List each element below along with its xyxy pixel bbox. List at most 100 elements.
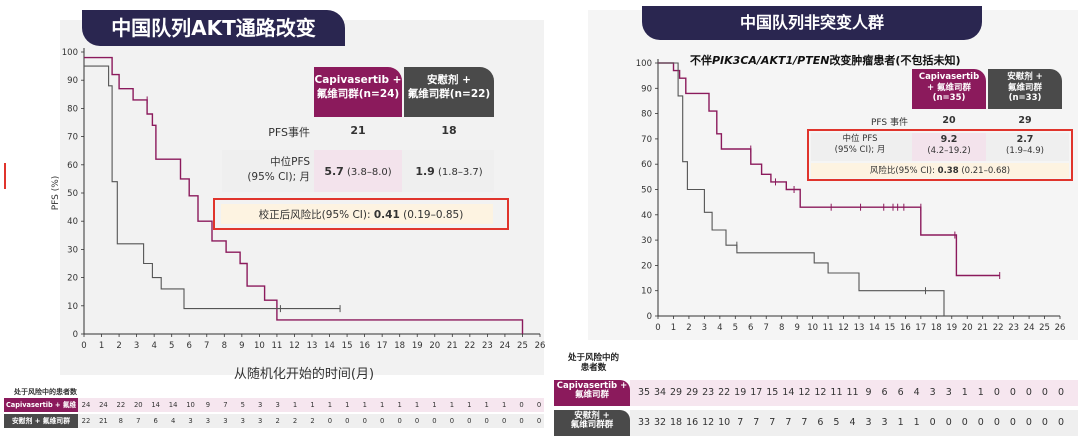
right-x-tick-label: 10 bbox=[807, 323, 818, 333]
left-pbo-risk-value: 4 bbox=[170, 417, 176, 425]
right-capi-risk-value: 1 bbox=[977, 387, 984, 398]
right-x-tick-label: 22 bbox=[993, 323, 1004, 333]
right-pbo-risk-value: 0 bbox=[993, 417, 1000, 428]
left-pbo-risk-value: 3 bbox=[223, 417, 228, 425]
left-header-pbo-line2: 氟维司群(n=22) bbox=[407, 88, 491, 101]
right-capi-risk-value: 6 bbox=[881, 387, 888, 398]
right-hr-bg bbox=[811, 163, 1069, 178]
left-y-tick-label: 20 bbox=[67, 274, 78, 284]
right-x-tick-label: 8 bbox=[779, 323, 784, 333]
right-x-tick-label: 18 bbox=[931, 323, 942, 333]
right-x-tick-label: 25 bbox=[1039, 323, 1050, 333]
right-capi-risk-value: 0 bbox=[1041, 387, 1048, 398]
right-pbo-risk-value: 0 bbox=[1009, 417, 1016, 428]
right-y-tick-label: 70 bbox=[641, 135, 652, 145]
left-pbo-risk-value: 0 bbox=[345, 417, 350, 425]
left-capi-risk-value: 24 bbox=[81, 401, 91, 409]
left-hr-label: 校正后风险比(95% CI): bbox=[258, 209, 374, 221]
right-capi-risk-value: 11 bbox=[830, 387, 843, 398]
right-capi-risk-value: 14 bbox=[782, 387, 795, 398]
right-y-tick-label: 40 bbox=[641, 211, 652, 221]
right-capi-risk-value: 6 bbox=[897, 387, 904, 398]
right-y-tick-label: 20 bbox=[641, 261, 652, 271]
right-y-tick-label: 10 bbox=[641, 287, 652, 297]
left-x-tick-label: 17 bbox=[377, 341, 388, 351]
left-x-tick-label: 8 bbox=[222, 341, 227, 351]
left-x-tick-label: 4 bbox=[151, 341, 156, 351]
left-risk-title: 处于风险中的患者数 bbox=[14, 388, 77, 396]
right-y-tick-label: 60 bbox=[641, 160, 652, 170]
left-pbo-risk-value: 0 bbox=[501, 417, 507, 425]
left-median-label-line2: (95% CI); 月 bbox=[247, 170, 310, 183]
right-capi-risk-value: 1 bbox=[961, 387, 968, 398]
right-pbo-risk-value: 7 bbox=[769, 417, 776, 428]
left-pbo-risk-value: 21 bbox=[99, 417, 108, 425]
right-capi-risk-value: 11 bbox=[846, 387, 859, 398]
right-pfs-events-capi: 20 bbox=[942, 115, 956, 126]
right-median-capi-ci: (4.2–19.2) bbox=[927, 146, 971, 157]
right-pbo-risk-value: 0 bbox=[961, 417, 968, 428]
left-capi-risk-value: 1 bbox=[432, 401, 437, 409]
left-capi-risk-value: 1 bbox=[345, 401, 350, 409]
left-pbo-risk-value: 0 bbox=[362, 417, 367, 425]
left-risk-pbo-label: 安慰剂 + 氟维司群 bbox=[4, 414, 78, 428]
left-header-capi-line1: Capivasertib + bbox=[314, 74, 402, 86]
right-x-tick-label: 11 bbox=[823, 323, 834, 333]
right-capi-risk-value: 35 bbox=[637, 387, 651, 398]
right-x-tick-label: 1 bbox=[671, 323, 676, 333]
right-pbo-risk-value: 0 bbox=[1057, 417, 1065, 428]
left-y-tick-label: 100 bbox=[62, 48, 78, 58]
right-median-capi: 9.2 (4.2–19.2) bbox=[912, 134, 986, 157]
right-risk-pbo-label: 安慰剂 + 氟维司群群 bbox=[554, 410, 630, 436]
right-pbo-risk-value: 7 bbox=[785, 417, 792, 428]
left-risk-capi-label: Capivasertib + 氟维司群 bbox=[4, 398, 78, 423]
left-capi-risk-value: 1 bbox=[397, 401, 402, 409]
right-header-capi-line1: Capivasertib bbox=[918, 72, 980, 82]
left-median-capi-value: 5.7 bbox=[324, 165, 344, 178]
left-pbo-risk-value: 3 bbox=[258, 417, 263, 425]
right-pbo-risk-value: 1 bbox=[897, 417, 904, 428]
right-risk-capi-label-line1: Capivasertib + bbox=[556, 381, 628, 391]
right-risk-title-line2: 患者数 bbox=[580, 363, 607, 374]
right-median-capi-bg bbox=[912, 133, 986, 161]
right-x-tick-label: 24 bbox=[1024, 323, 1035, 333]
left-hr-text: 校正后风险比(95% CI): 0.41 (0.19–0.85) bbox=[215, 207, 507, 222]
right-pbo-risk-value: 0 bbox=[929, 417, 936, 428]
left-pbo-risk-value: 0 bbox=[536, 417, 542, 425]
right-capi-risk-value: 15 bbox=[766, 387, 779, 398]
right-subtitle-pre: 不伴 bbox=[690, 54, 712, 67]
right-pbo-risk-value: 6 bbox=[817, 417, 824, 428]
right-y-tick-label: 30 bbox=[641, 236, 652, 246]
left-pbo-risk-value: 2 bbox=[310, 417, 315, 425]
right-pbo-risk-value: 0 bbox=[977, 417, 984, 428]
left-capi-risk-value: 22 bbox=[116, 401, 126, 409]
right-median-label-line2: (95% CI); 月 bbox=[834, 145, 886, 156]
right-header-capi: Capivasertib + 氟维司群 (n=35) bbox=[912, 69, 986, 109]
right-header-pbo: 安慰剂 + 氟维司群 (n=33) bbox=[988, 69, 1062, 109]
right-y-tick-label: 50 bbox=[641, 186, 652, 196]
right-subtitle: 不伴PIK3CA/AKT1/PTEN改变肿瘤患者(不包括未知) bbox=[690, 52, 961, 68]
right-y-tick-label: 80 bbox=[641, 110, 652, 120]
right-x-tick-label: 9 bbox=[794, 323, 799, 333]
right-panel: 中国队列非突变人群 不伴PIK3CA/AKT1/PTEN改变肿瘤患者(不包括未知… bbox=[548, 0, 1080, 445]
left-x-tick-label: 16 bbox=[359, 341, 370, 351]
left-median-label: 中位PFS (95% CI); 月 bbox=[228, 155, 310, 184]
left-hr-ci: (0.19–0.85) bbox=[399, 209, 464, 221]
left-capi-risk-value: 1 bbox=[380, 401, 385, 409]
right-x-tick-label: 3 bbox=[702, 323, 707, 333]
left-capi-risk-value: 3 bbox=[275, 401, 280, 409]
right-capi-risk-value: 19 bbox=[734, 387, 747, 398]
left-x-tick-label: 1 bbox=[99, 341, 104, 351]
right-x-tick-label: 17 bbox=[915, 323, 926, 333]
left-x-tick-label: 2 bbox=[116, 341, 121, 351]
red-marker bbox=[4, 163, 6, 189]
left-y-tick-label: 50 bbox=[67, 189, 78, 199]
left-hr-value: 0.41 bbox=[373, 209, 400, 221]
left-x-tick-label: 26 bbox=[535, 341, 546, 351]
left-y-tick-label: 90 bbox=[67, 76, 78, 86]
left-header-pbo-line1: 安慰剂 + bbox=[427, 74, 471, 86]
right-x-tick-label: 23 bbox=[1008, 323, 1019, 333]
right-header-capi-line3: (n=35) bbox=[932, 93, 966, 104]
right-x-tick-label: 13 bbox=[854, 323, 865, 333]
left-y-tick-label: 40 bbox=[67, 217, 78, 227]
